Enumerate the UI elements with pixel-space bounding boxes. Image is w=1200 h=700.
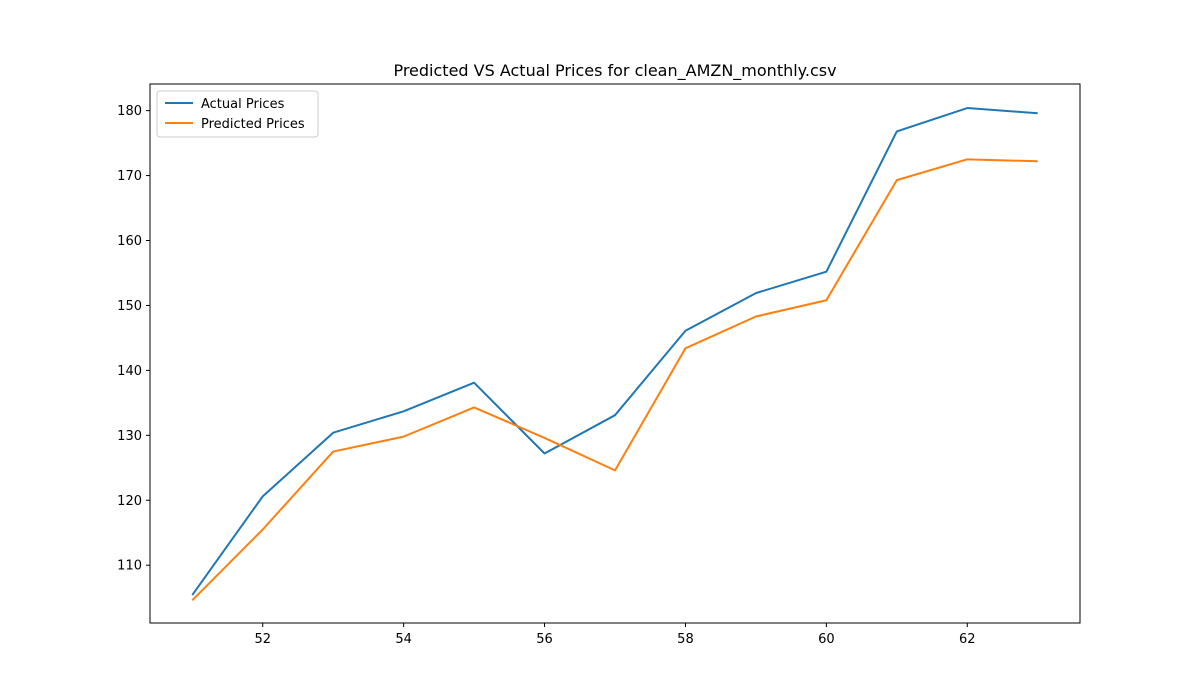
data-point-predicted-prices: [684, 347, 686, 349]
data-point-actual-prices: [544, 453, 546, 455]
data-point-actual-prices: [896, 130, 898, 132]
x-axis: 52 54 56 58 60 62: [254, 623, 976, 647]
y-tick-label: 130: [117, 429, 142, 444]
x-tick-label: 52: [254, 632, 271, 647]
data-point-predicted-prices: [403, 436, 405, 438]
data-point-predicted-prices: [191, 599, 193, 601]
data-point-actual-prices: [332, 432, 334, 434]
series-layer: [191, 107, 1038, 601]
data-point-actual-prices: [614, 414, 616, 416]
x-tick-label: 58: [677, 632, 694, 647]
data-point-predicted-prices: [1037, 160, 1039, 162]
data-point-actual-prices: [403, 410, 405, 412]
y-tick-label: 150: [117, 299, 142, 314]
data-point-actual-prices: [684, 330, 686, 332]
data-point-predicted-prices: [262, 528, 264, 530]
data-point-actual-prices: [825, 271, 827, 273]
data-point-actual-prices: [966, 107, 968, 109]
data-point-predicted-prices: [614, 469, 616, 471]
x-tick-label: 62: [959, 632, 976, 647]
data-point-predicted-prices: [473, 406, 475, 408]
legend-box: [156, 90, 319, 138]
legend-label-actual-prices: Actual Prices: [201, 97, 285, 112]
y-tick-label: 170: [117, 169, 142, 184]
plot-area-frame: [149, 83, 1081, 624]
data-point-predicted-prices: [966, 158, 968, 160]
series-line-actual-prices: [191, 107, 1038, 596]
x-tick-label: 56: [536, 632, 553, 647]
chart-title: Predicted VS Actual Prices for clean_AMZ…: [393, 61, 836, 81]
data-point-predicted-prices: [332, 451, 334, 453]
data-point-actual-prices: [1037, 112, 1039, 114]
x-tick-label: 54: [395, 632, 412, 647]
y-tick-label: 180: [117, 104, 142, 119]
data-point-predicted-prices: [755, 315, 757, 317]
y-axis: 110 120 130 140 150 160 170 180: [117, 104, 150, 574]
data-point-predicted-prices: [825, 299, 827, 301]
y-tick-label: 160: [117, 234, 142, 249]
y-tick-label: 110: [117, 559, 142, 574]
data-point-actual-prices: [191, 594, 193, 596]
data-point-actual-prices: [755, 292, 757, 294]
data-point-actual-prices: [473, 382, 475, 384]
data-point-predicted-prices: [896, 179, 898, 181]
y-tick-label: 120: [117, 494, 142, 509]
legend-label-predicted-prices: Predicted Prices: [201, 117, 305, 132]
y-tick-label: 140: [117, 364, 142, 379]
data-point-actual-prices: [262, 495, 264, 497]
x-tick-label: 60: [818, 632, 835, 647]
series-line-predicted-prices: [191, 158, 1038, 601]
data-point-predicted-prices: [544, 437, 546, 439]
legend: Actual Prices Predicted Prices: [156, 90, 319, 138]
